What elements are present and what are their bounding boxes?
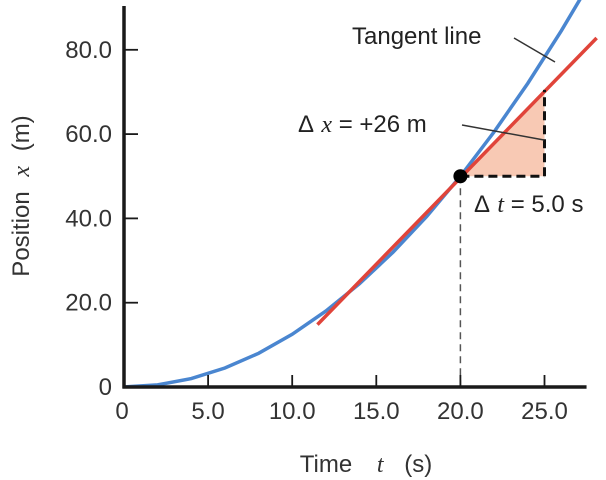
x-tick-label: 5.0 [191,398,224,425]
x-axis-unit: (s) [404,451,432,478]
x-tick-label: 15.0 [353,398,400,425]
delta-x-label: Δ x = +26 m [298,111,427,138]
x-tick-label: 10.0 [269,398,316,425]
y-ticks: 0 20.0 40.0 60.0 80.0 [65,37,138,401]
y-axis-title: Position x (m) [8,115,35,276]
y-axis-unit: (m) [8,115,35,151]
y-tick-label: 0 [99,374,112,401]
delta-x-leader [461,124,545,141]
delta-t-symbol: Δ [474,191,490,218]
x-tick-label: 20.0 [437,398,484,425]
delta-x-value: = +26 m [339,111,427,138]
x-axis-title-text: Time [300,451,352,478]
x-axis-variable: t [377,452,385,478]
y-axis-title-text: Position [8,191,35,276]
tangent-point-dot [453,169,468,184]
y-tick-label: 20.0 [65,290,112,317]
tangent-label-leader [513,37,556,63]
x-tick-label: 0 [115,398,128,425]
delta-t-variable: t [497,192,505,218]
delta-t-value: = 5.0 s [511,191,584,218]
delta-x-variable: x [320,112,332,138]
x-tick-label: 25.0 [521,398,568,425]
x-ticks: 0 5.0 10.0 15.0 20.0 25.0 [115,375,568,425]
y-tick-label: 60.0 [65,121,112,148]
x-axis-title: Time t (s) [300,451,432,478]
y-tick-label: 40.0 [65,205,112,232]
delta-x-symbol: Δ [298,111,314,138]
tangent-line-label: Tangent line [352,23,481,50]
y-axis-variable: x [9,166,35,178]
delta-t-label: Δ t = 5.0 s [474,191,583,218]
y-tick-label: 80.0 [65,37,112,64]
